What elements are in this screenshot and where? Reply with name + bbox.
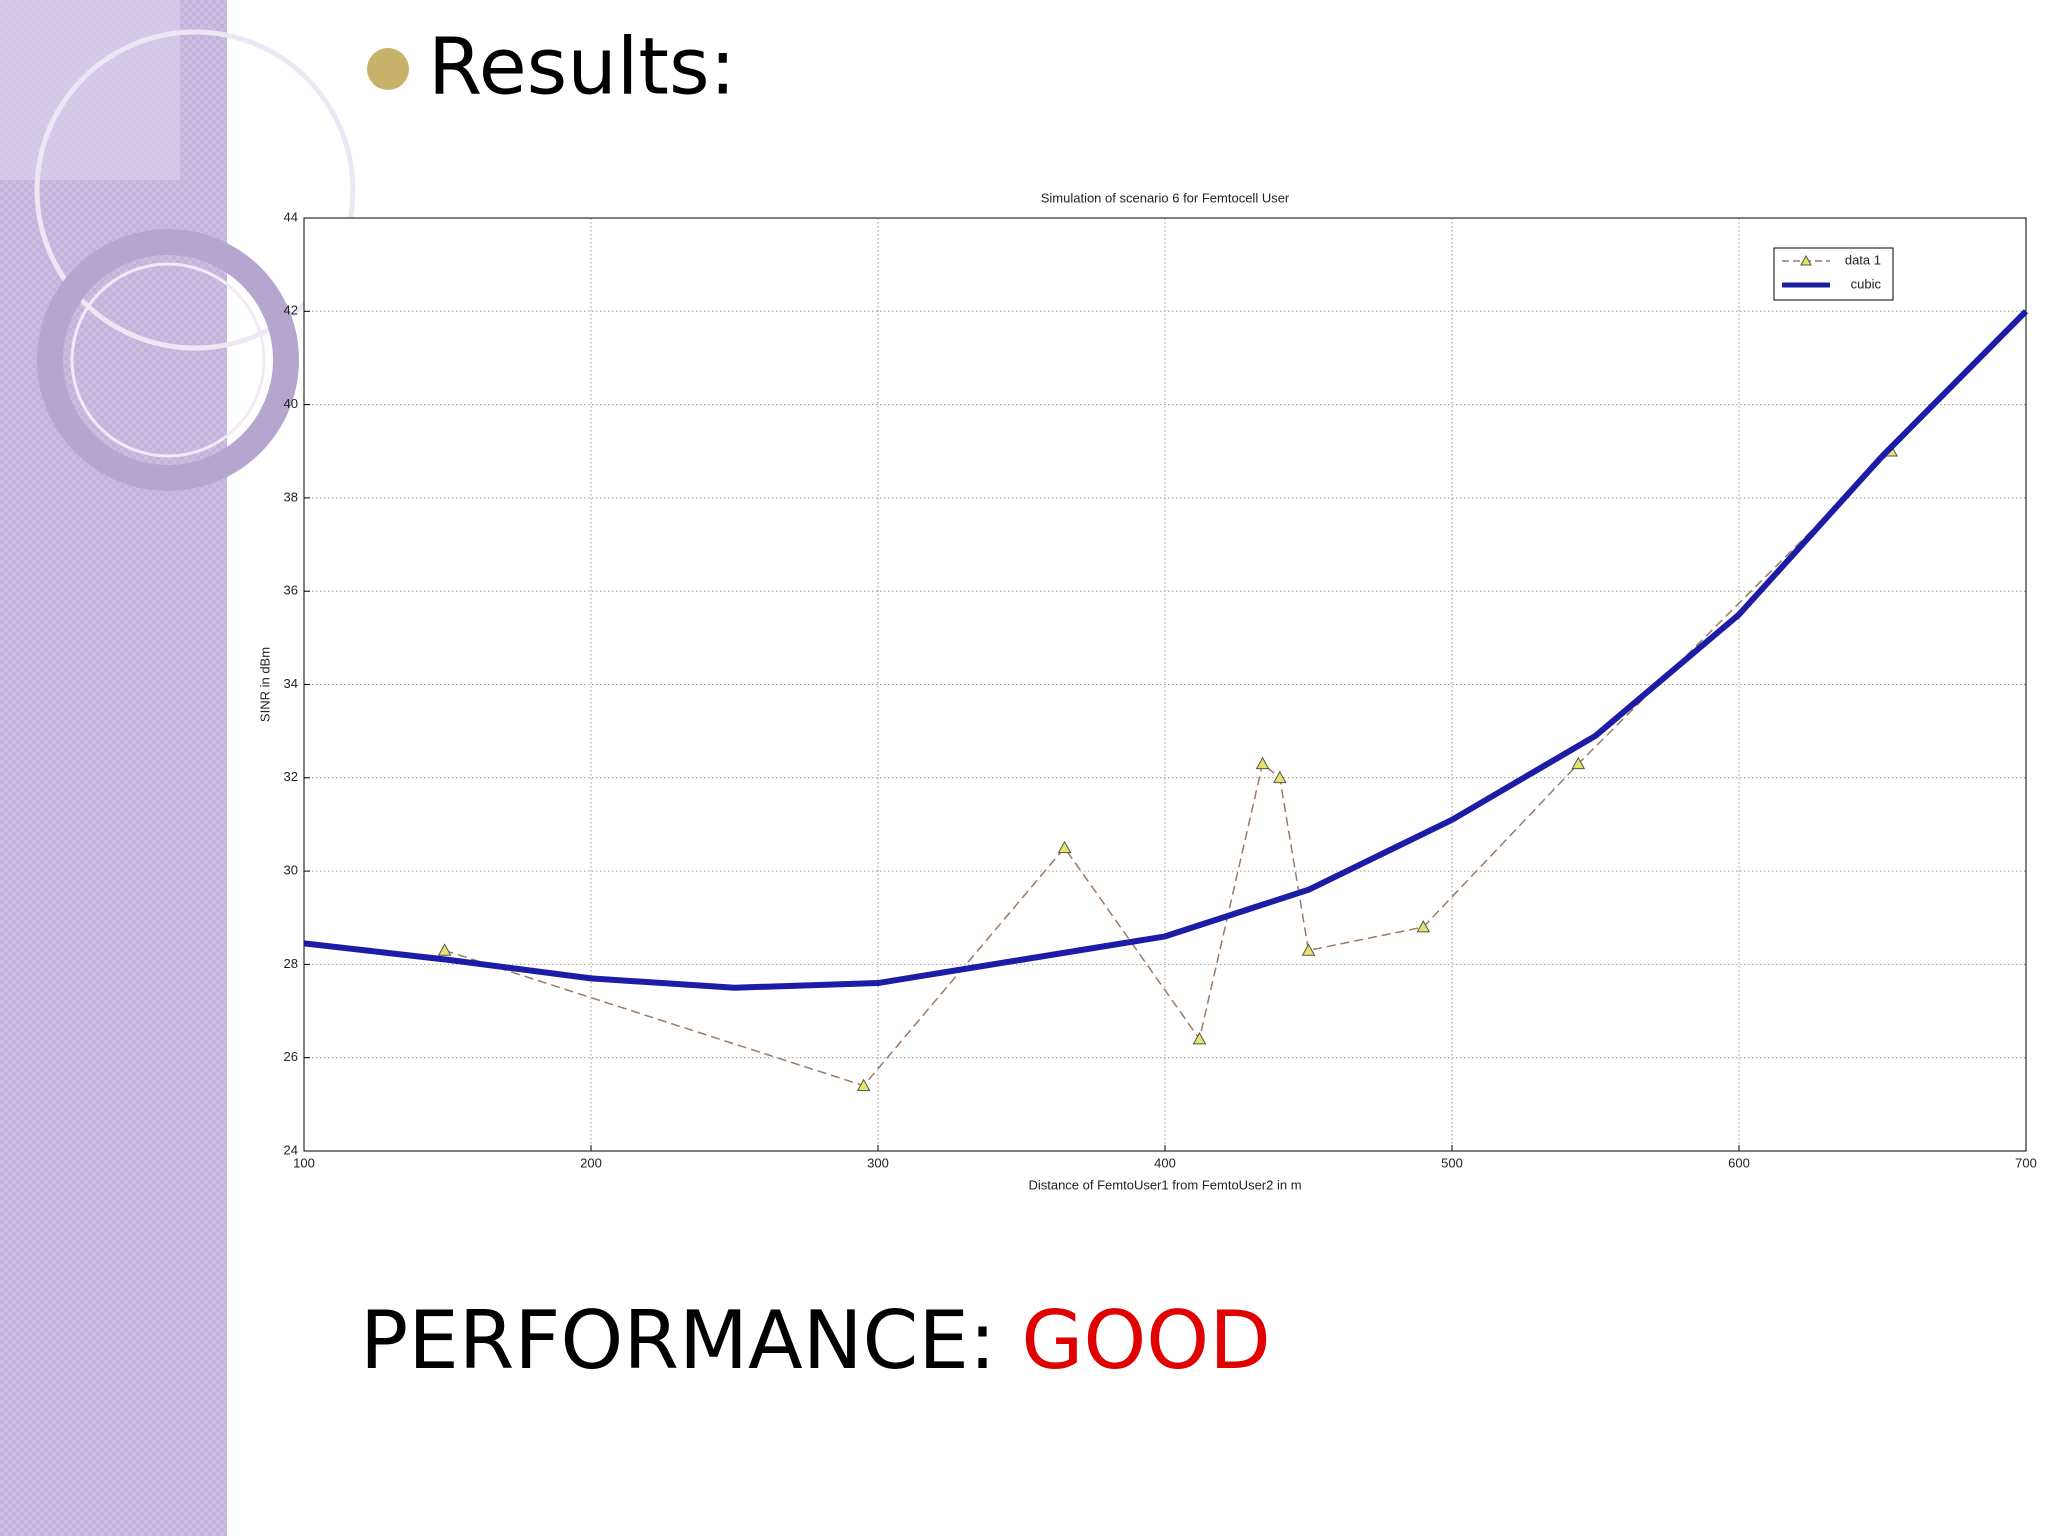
legend-label: data 1 <box>1845 252 1881 267</box>
marker <box>1192 1032 1207 1045</box>
heading: Results: <box>428 22 736 112</box>
marker <box>1416 920 1431 933</box>
performance-text: PERFORMANCE: GOOD <box>360 1294 1271 1387</box>
x-tick-label: 200 <box>580 1155 602 1170</box>
y-tick-label: 38 <box>284 489 298 504</box>
bullet <box>367 48 409 90</box>
y-tick-label: 34 <box>284 676 298 691</box>
x-tick-label: 600 <box>1728 1155 1750 1170</box>
marker <box>437 943 452 956</box>
sidebar <box>0 0 356 1536</box>
marker <box>1057 840 1072 854</box>
x-tick-label: 400 <box>1154 1155 1176 1170</box>
x-tick-label: 700 <box>2015 1155 2037 1170</box>
marker <box>1272 770 1287 784</box>
y-tick-label: 32 <box>284 769 298 784</box>
y-axis-label: SINR in dBm <box>257 647 272 722</box>
legend-box <box>1773 247 1894 301</box>
performance-verdict: GOOD <box>1021 1294 1271 1387</box>
chart-title: Simulation of scenario 6 for Femtocell U… <box>1041 190 1290 205</box>
y-tick-label: 42 <box>284 303 298 318</box>
legend-label: cubic <box>1851 276 1882 291</box>
x-axis-label: Distance of FemtoUser1 from FemtoUser2 i… <box>1028 1177 1301 1192</box>
x-tick-label: 100 <box>293 1155 315 1170</box>
y-tick-label: 40 <box>284 396 298 411</box>
y-tick-label: 30 <box>284 863 298 878</box>
y-tick-label: 24 <box>284 1142 298 1157</box>
y-tick-label: 44 <box>284 209 298 224</box>
y-tick-label: 36 <box>284 583 298 598</box>
performance-label: PERFORMANCE: <box>360 1294 996 1387</box>
marker <box>856 1078 871 1091</box>
x-tick-label: 500 <box>1441 1155 1463 1170</box>
y-tick-label: 28 <box>284 956 298 971</box>
chart: 100 200 300 400 500 600 700 24 26 28 30 32 34 36 38 40 4… <box>257 190 2036 1192</box>
series-line <box>303 309 2029 991</box>
marker <box>1301 943 1316 956</box>
plot-frame <box>303 217 2027 1152</box>
marker <box>1571 756 1586 770</box>
y-tick-label: 26 <box>284 1049 298 1064</box>
marker <box>1255 756 1270 770</box>
legend: data 1 cubic <box>1773 247 1894 301</box>
legend-marker <box>1800 254 1812 266</box>
x-tick-label: 300 <box>867 1155 889 1170</box>
